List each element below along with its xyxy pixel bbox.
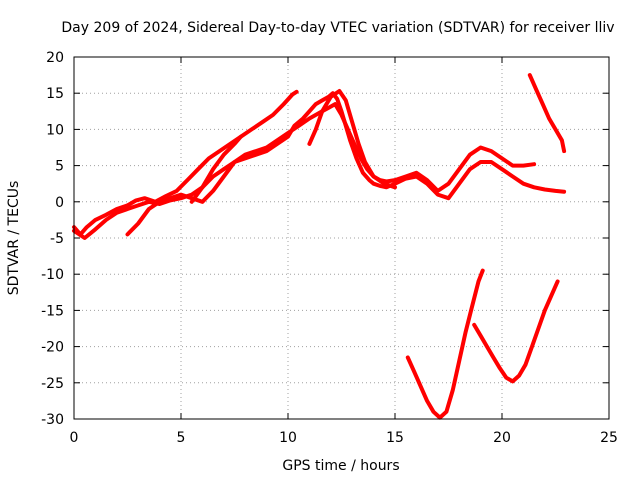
y-tick-label: 10 [46, 122, 64, 138]
series-line-4 [189, 134, 243, 204]
y-axis-label: SDTVAR / TECUs [6, 181, 22, 296]
y-tick-label: -5 [50, 231, 64, 247]
y-tick-label: -30 [41, 412, 64, 428]
plot-frame [73, 56, 610, 420]
y-tick-label: -15 [41, 303, 64, 319]
y-tick-label: 15 [46, 86, 64, 102]
y-tick-label: -25 [41, 376, 64, 392]
series-line-8 [472, 279, 560, 384]
x-tick-label: 0 [70, 430, 79, 446]
grid [74, 57, 609, 419]
x-axis-label: GPS time / hours [282, 458, 399, 474]
y-tick-label: -20 [41, 340, 64, 356]
series-line-6 [527, 73, 567, 154]
x-tick-label: 20 [493, 430, 511, 446]
x-tick-label: 15 [386, 430, 404, 446]
series-line-1 [72, 89, 299, 237]
series-line-3 [125, 102, 537, 237]
chart-title: Day 209 of 2024, Sidereal Day-to-day VTE… [61, 20, 614, 36]
x-tick-label: 25 [600, 430, 618, 446]
y-tick-label: -10 [41, 267, 64, 283]
x-tick-label: 5 [177, 430, 186, 446]
series-line-7 [405, 268, 485, 420]
series-line-5 [307, 89, 397, 190]
series-group [72, 73, 567, 420]
y-tick-label: 20 [46, 50, 64, 66]
y-tick-label: 0 [55, 195, 64, 211]
x-tick-label: 10 [279, 430, 297, 446]
y-tick-label: 5 [55, 159, 64, 175]
